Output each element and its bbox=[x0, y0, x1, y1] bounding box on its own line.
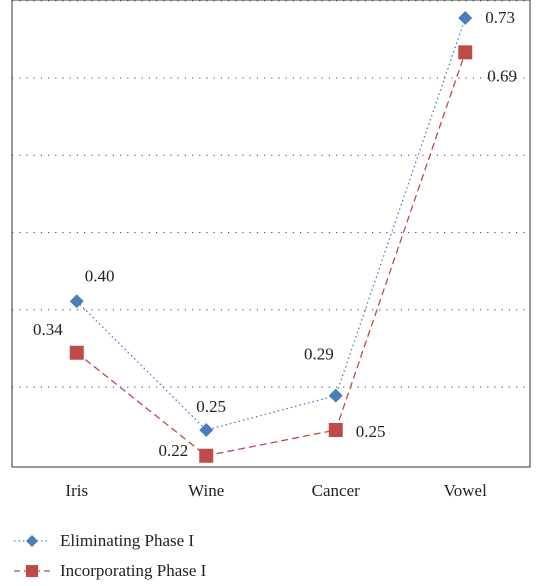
series-lines bbox=[76, 17, 466, 457]
data-label-s0-cancer: 0.29 bbox=[304, 345, 334, 364]
plot-frame bbox=[11, 0, 531, 468]
x-tick-cancer: Cancer bbox=[312, 481, 360, 500]
line-chart: 0.40 0.25 0.29 0.73 0.34 0.22 0.25 0.69 Iris Win… bbox=[11, 0, 531, 500]
data-label-s0-iris: 0.40 bbox=[85, 266, 115, 285]
marker-s1-vowel bbox=[458, 45, 473, 60]
marker-s0-iris bbox=[69, 294, 84, 309]
legend-label-incorporating: Incorporating Phase I bbox=[60, 561, 207, 580]
marker-s0-cancer bbox=[328, 388, 343, 403]
legend-item-incorporating: Incorporating Phase I bbox=[12, 556, 206, 586]
data-label-s0-vowel: 0.73 bbox=[485, 8, 515, 27]
legend-swatch-eliminating bbox=[14, 535, 50, 547]
data-label-s1-wine: 0.22 bbox=[159, 441, 189, 460]
x-tick-vowel: Vowel bbox=[444, 481, 487, 500]
marker-s1-wine bbox=[199, 448, 214, 463]
data-label-s0-wine: 0.25 bbox=[196, 397, 226, 416]
data-label-s1-cancer: 0.25 bbox=[356, 422, 386, 441]
marker-s1-cancer bbox=[328, 423, 343, 437]
series-line-0 bbox=[76, 17, 466, 431]
gridlines bbox=[12, 0, 530, 388]
legend-label-eliminating: Eliminating Phase I bbox=[60, 531, 195, 550]
legend-item-eliminating: Eliminating Phase I bbox=[12, 526, 206, 556]
x-axis-ticks: Iris Wine Cancer Vowel bbox=[65, 481, 487, 500]
data-labels: 0.40 0.25 0.29 0.73 0.34 0.22 0.25 0.69 bbox=[33, 8, 517, 460]
marker-s0-wine bbox=[199, 423, 214, 437]
series-line-1 bbox=[76, 52, 466, 457]
legend-swatch-incorporating bbox=[14, 565, 50, 577]
data-label-s1-vowel: 0.69 bbox=[487, 66, 517, 85]
data-label-s1-iris: 0.34 bbox=[33, 320, 63, 339]
legend: Eliminating Phase I Incorporating Phase … bbox=[12, 526, 206, 586]
marker-s1-iris bbox=[69, 345, 84, 360]
x-tick-wine: Wine bbox=[188, 481, 224, 500]
x-tick-iris: Iris bbox=[65, 481, 88, 500]
series-markers bbox=[69, 11, 473, 463]
marker-s0-vowel bbox=[458, 11, 473, 25]
